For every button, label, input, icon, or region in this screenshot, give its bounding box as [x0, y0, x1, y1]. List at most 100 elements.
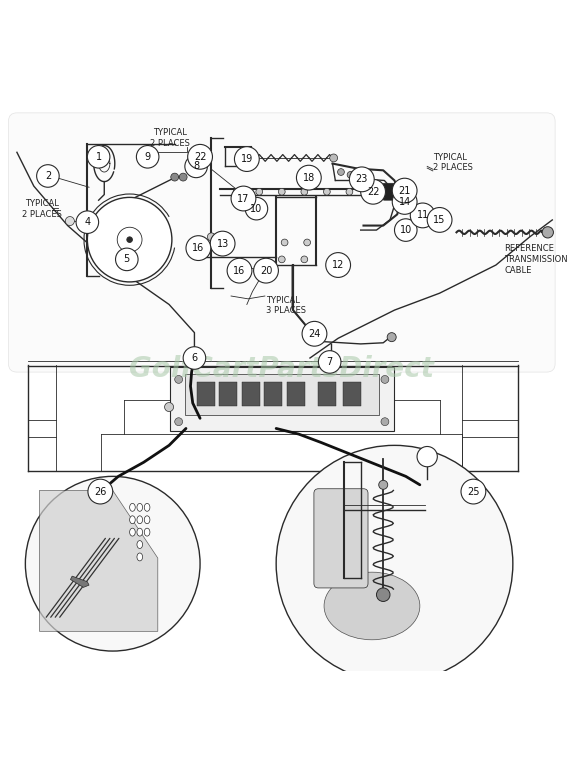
Circle shape	[324, 188, 330, 195]
Circle shape	[338, 169, 345, 175]
Circle shape	[234, 147, 259, 171]
Circle shape	[276, 445, 513, 682]
Circle shape	[392, 178, 417, 203]
Circle shape	[401, 188, 405, 193]
Circle shape	[381, 376, 389, 384]
Circle shape	[76, 211, 99, 233]
Circle shape	[235, 261, 247, 272]
Text: 7: 7	[327, 357, 333, 367]
Text: 22: 22	[194, 152, 206, 162]
Text: REFERENCE
TRANSMISSION
CABLE: REFERENCE TRANSMISSION CABLE	[505, 244, 568, 275]
Text: 25: 25	[467, 486, 480, 496]
Circle shape	[278, 256, 285, 263]
Text: TYPICAL
2 PLACES: TYPICAL 2 PLACES	[150, 128, 190, 148]
FancyBboxPatch shape	[264, 382, 282, 406]
FancyBboxPatch shape	[343, 382, 361, 406]
Ellipse shape	[137, 516, 143, 524]
Circle shape	[42, 170, 50, 180]
Circle shape	[171, 173, 179, 181]
Circle shape	[216, 237, 224, 245]
Polygon shape	[39, 490, 158, 631]
Circle shape	[304, 239, 310, 246]
Circle shape	[183, 347, 206, 370]
Circle shape	[381, 418, 389, 426]
Circle shape	[346, 188, 353, 195]
FancyBboxPatch shape	[314, 489, 368, 588]
Text: 10: 10	[400, 225, 412, 235]
Circle shape	[245, 198, 268, 220]
FancyBboxPatch shape	[185, 373, 379, 415]
Circle shape	[542, 226, 553, 238]
Circle shape	[256, 188, 263, 195]
Circle shape	[427, 208, 452, 233]
Circle shape	[302, 321, 327, 346]
Circle shape	[329, 154, 338, 162]
Circle shape	[37, 165, 59, 187]
Circle shape	[115, 248, 138, 271]
Circle shape	[253, 258, 278, 283]
Circle shape	[208, 233, 215, 240]
Circle shape	[361, 180, 386, 204]
FancyBboxPatch shape	[197, 382, 215, 406]
Text: 16: 16	[192, 243, 205, 253]
Ellipse shape	[144, 528, 150, 536]
Circle shape	[88, 479, 113, 504]
Text: 10: 10	[251, 204, 263, 214]
Circle shape	[326, 253, 350, 278]
Text: 16: 16	[233, 265, 246, 275]
Circle shape	[410, 203, 435, 228]
Ellipse shape	[137, 528, 143, 536]
FancyBboxPatch shape	[9, 113, 555, 372]
Text: 18: 18	[303, 173, 315, 183]
Circle shape	[233, 188, 240, 195]
Circle shape	[318, 351, 341, 373]
Circle shape	[165, 402, 173, 412]
FancyBboxPatch shape	[383, 184, 402, 200]
Text: 20: 20	[260, 265, 272, 275]
Circle shape	[461, 479, 486, 504]
Circle shape	[136, 145, 159, 168]
Circle shape	[175, 418, 183, 426]
Ellipse shape	[137, 553, 143, 561]
Text: TYPICAL
3 PLACES: TYPICAL 3 PLACES	[266, 296, 306, 315]
Text: 23: 23	[356, 174, 368, 184]
Circle shape	[296, 165, 321, 190]
FancyBboxPatch shape	[242, 382, 260, 406]
Text: 12: 12	[332, 260, 345, 270]
Circle shape	[398, 185, 408, 196]
Circle shape	[376, 588, 390, 601]
Polygon shape	[70, 576, 89, 587]
Text: 15: 15	[433, 215, 446, 225]
Circle shape	[278, 188, 285, 195]
Text: 22: 22	[367, 187, 379, 197]
FancyBboxPatch shape	[169, 367, 394, 431]
Circle shape	[175, 376, 183, 384]
Text: 1: 1	[96, 152, 101, 162]
Text: TYPICAL
2 PLACES: TYPICAL 2 PLACES	[433, 152, 473, 172]
Text: 17: 17	[237, 194, 249, 204]
Text: 5: 5	[124, 254, 130, 265]
Text: 21: 21	[398, 186, 411, 195]
FancyBboxPatch shape	[219, 382, 237, 406]
FancyBboxPatch shape	[287, 382, 305, 406]
Text: GolfCartPartsDirect: GolfCartPartsDirect	[129, 356, 434, 384]
Circle shape	[394, 219, 417, 241]
Circle shape	[188, 145, 212, 169]
Circle shape	[417, 447, 437, 467]
Circle shape	[179, 173, 187, 181]
Text: 26: 26	[94, 486, 107, 496]
Ellipse shape	[324, 572, 420, 640]
Text: 11: 11	[416, 210, 429, 220]
Circle shape	[301, 256, 308, 263]
Circle shape	[88, 198, 172, 282]
Circle shape	[309, 330, 320, 341]
Circle shape	[127, 237, 132, 243]
Ellipse shape	[137, 541, 143, 548]
Ellipse shape	[144, 516, 150, 524]
Ellipse shape	[129, 503, 135, 511]
Text: 6: 6	[191, 353, 198, 363]
Circle shape	[66, 216, 74, 226]
Ellipse shape	[144, 503, 150, 511]
Circle shape	[88, 145, 110, 168]
Circle shape	[117, 227, 142, 252]
